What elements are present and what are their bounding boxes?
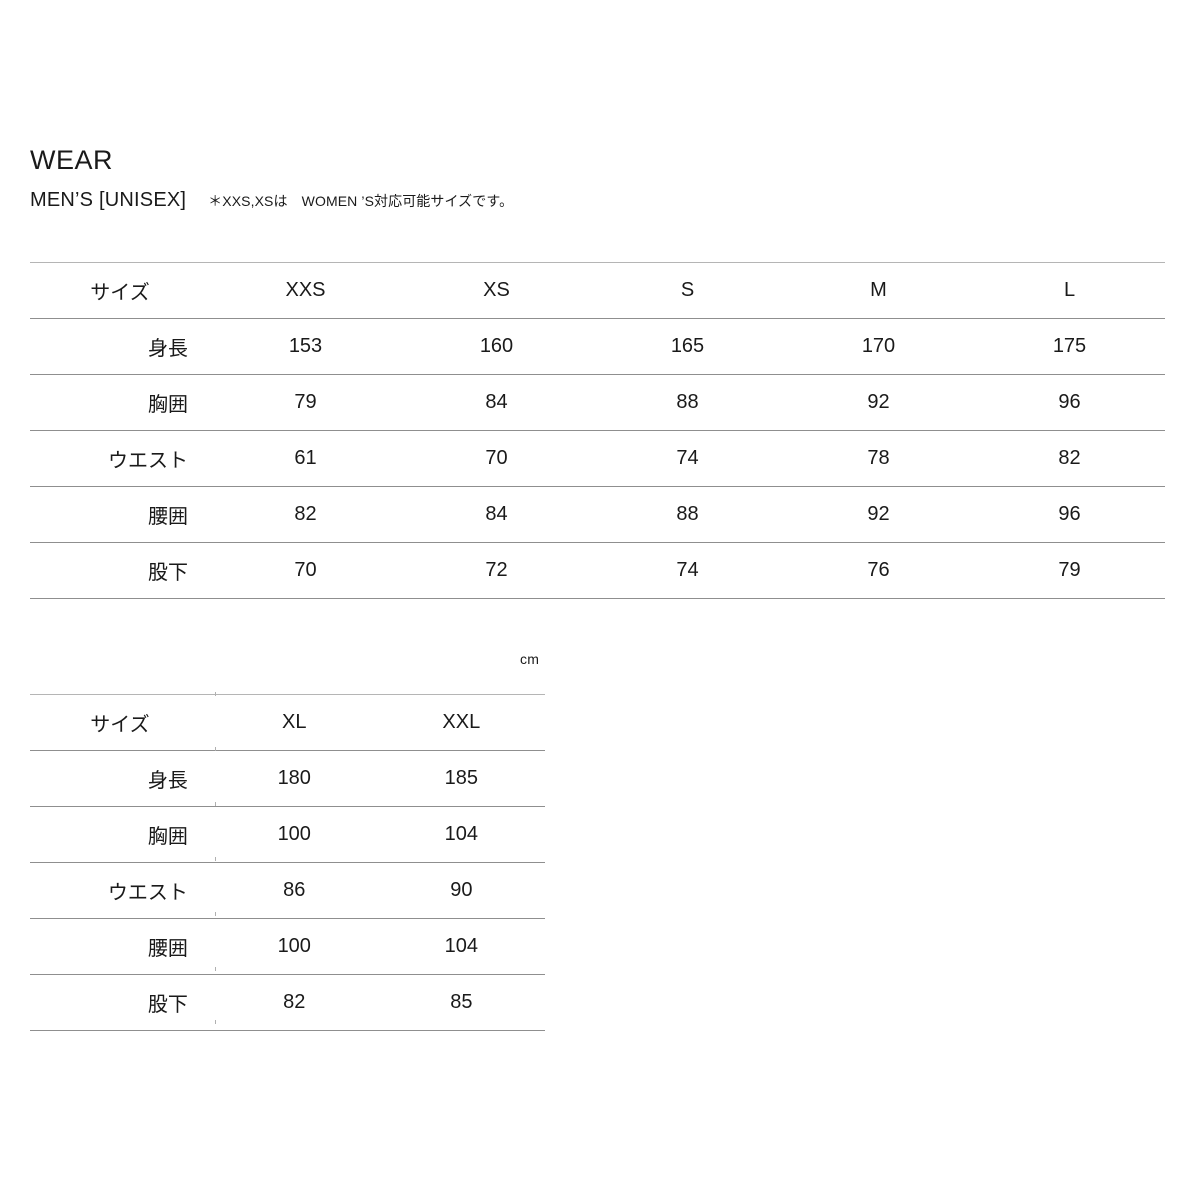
table-cell: 70 — [401, 430, 592, 487]
table-cell: 90 — [377, 862, 545, 919]
table-cell: 96 — [974, 486, 1165, 543]
table-row: 股下 82 85 — [30, 974, 545, 1031]
table-cell: 92 — [783, 486, 974, 543]
size-table-extended-body: サイズ XL XXL 身長 180 185 胸囲 100 104 ウエスト 86… — [30, 694, 545, 1031]
table-cell: 82 — [210, 974, 378, 1031]
table-header-row: サイズ XL XXL — [30, 694, 545, 751]
table-cell: 74 — [592, 430, 783, 487]
header-block: WEAR MEN’S [UNISEX] ＊XXS,XSは WOMEN ’S対応可… — [30, 145, 1170, 212]
table-cell: 78 — [783, 430, 974, 487]
column-header-size: サイズ — [30, 262, 210, 319]
column-divider-tick — [215, 1020, 216, 1024]
sizing-note: ＊XXS,XSは WOMEN ’S対応可能サイズです。 — [208, 192, 514, 209]
size-table-main-body: サイズ XXS XS S M L 身長 153 160 165 170 175 … — [30, 262, 1165, 599]
table-cell: 88 — [592, 374, 783, 431]
table-cell: 85 — [377, 974, 545, 1031]
column-header-xxs: XXS — [210, 262, 401, 319]
table-cell: 185 — [377, 750, 545, 807]
row-label: 身長 — [30, 318, 210, 375]
table-row: 腰囲 82 84 88 92 96 — [30, 486, 1165, 543]
table-cell: 104 — [377, 918, 545, 975]
row-label: 腰囲 — [30, 918, 211, 975]
table-row: 腰囲 100 104 — [30, 918, 545, 975]
table-cell: 86 — [210, 862, 378, 919]
row-label: ウエスト — [30, 430, 210, 487]
table-cell: 79 — [974, 542, 1165, 599]
size-table-main: サイズ XXS XS S M L 身長 153 160 165 170 175 … — [30, 262, 1165, 599]
table-cell: 153 — [210, 318, 401, 375]
table-cell: 84 — [401, 374, 592, 431]
subtitle-row: MEN’S [UNISEX] ＊XXS,XSは WOMEN ’S対応可能サイズで… — [30, 189, 1170, 212]
table-cell: 175 — [974, 318, 1165, 375]
column-divider-tick — [215, 967, 216, 971]
table-row: 身長 180 185 — [30, 750, 545, 807]
table-cell: 72 — [401, 542, 592, 599]
unit-label: cm — [520, 651, 540, 667]
column-header-xl: XL — [210, 694, 378, 751]
table-cell: 165 — [592, 318, 783, 375]
column-divider-tick — [215, 857, 216, 861]
table-cell: 79 — [210, 374, 401, 431]
table-row: 胸囲 100 104 — [30, 806, 545, 863]
page-title: WEAR — [30, 145, 113, 175]
table-row: ウエスト 61 70 74 78 82 — [30, 430, 1165, 487]
row-label: 身長 — [30, 750, 211, 807]
column-header-size: サイズ — [30, 694, 211, 751]
row-label: 胸囲 — [30, 806, 211, 863]
table-row: 身長 153 160 165 170 175 — [30, 318, 1165, 375]
table-cell: 100 — [210, 918, 378, 975]
table-cell: 76 — [783, 542, 974, 599]
table-cell: 82 — [210, 486, 401, 543]
column-header-m: M — [783, 262, 974, 319]
table-row: 胸囲 79 84 88 92 96 — [30, 374, 1165, 431]
row-label: ウエスト — [30, 862, 211, 919]
row-label: 腰囲 — [30, 486, 210, 543]
table-cell: 180 — [210, 750, 378, 807]
column-divider-tick — [215, 802, 216, 806]
row-label: 股下 — [30, 542, 210, 599]
table-row: ウエスト 86 90 — [30, 862, 545, 919]
table-row: 股下 70 72 74 76 79 — [30, 542, 1165, 599]
row-label: 股下 — [30, 974, 211, 1031]
table-cell: 160 — [401, 318, 592, 375]
table-cell: 84 — [401, 486, 592, 543]
column-divider-tick — [215, 747, 216, 751]
table-cell: 88 — [592, 486, 783, 543]
table-cell: 74 — [592, 542, 783, 599]
table-cell: 61 — [210, 430, 401, 487]
table-cell: 104 — [377, 806, 545, 863]
column-header-s: S — [592, 262, 783, 319]
column-header-l: L — [974, 262, 1165, 319]
table-cell: 92 — [783, 374, 974, 431]
table-header-row: サイズ XXS XS S M L — [30, 262, 1165, 319]
table-cell: 96 — [974, 374, 1165, 431]
column-divider-tick — [215, 692, 216, 696]
table-cell: 170 — [783, 318, 974, 375]
row-label: 胸囲 — [30, 374, 210, 431]
column-header-xs: XS — [401, 262, 592, 319]
table-cell: 70 — [210, 542, 401, 599]
table-cell: 100 — [210, 806, 378, 863]
category-label: MEN’S [UNISEX] — [30, 188, 187, 211]
column-divider-tick — [215, 912, 216, 916]
table-cell: 82 — [974, 430, 1165, 487]
column-header-xxl: XXL — [377, 694, 545, 751]
size-table-extended: サイズ XL XXL 身長 180 185 胸囲 100 104 ウエスト 86… — [30, 694, 545, 1031]
